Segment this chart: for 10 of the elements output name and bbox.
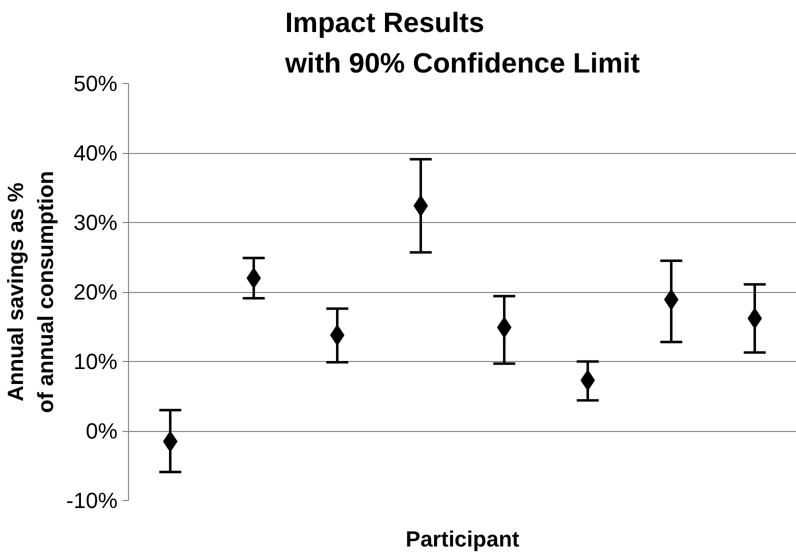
y-tick-label: 0% [86,418,118,444]
y-tick-label: 10% [73,349,118,374]
y-tick-label: -10% [66,488,118,513]
chart-title: Impact Results with 90% Confidence Limit [284,7,640,78]
x-axis-title: Participant [406,526,520,552]
y-tick-label: 30% [73,210,118,235]
y-tick-label: 50% [73,71,118,96]
y-tick-label: 40% [73,140,118,166]
y-tick-label: 20% [73,280,118,304]
y-axis-title: Annual savings as % of annual consumption [3,170,58,413]
